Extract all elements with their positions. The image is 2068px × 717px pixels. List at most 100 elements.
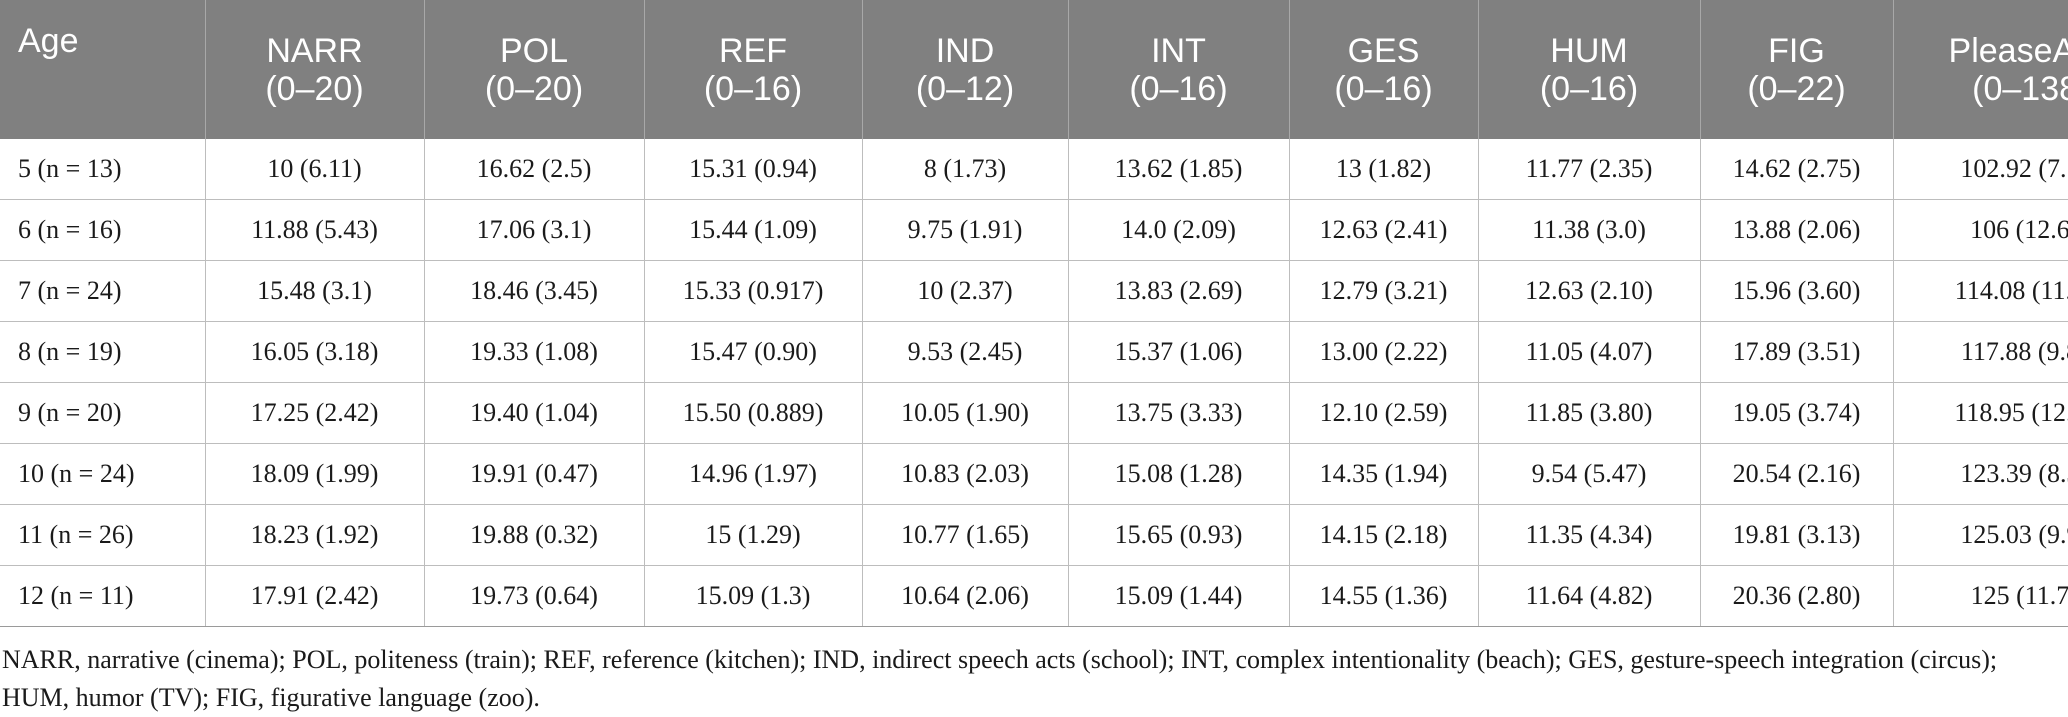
column-header-label: HUM xyxy=(1479,32,1700,70)
column-header-narr: NARR(0–20) xyxy=(205,0,424,139)
table-cell-int: 15.37 (1.06) xyxy=(1068,322,1289,383)
column-header-fig: FIG(0–22) xyxy=(1700,0,1893,139)
table-cell-ref: 15.33 (0.917) xyxy=(644,261,862,322)
table-cell-fig: 13.88 (2.06) xyxy=(1700,200,1893,261)
table-cell-ges: 14.35 (1.94) xyxy=(1289,444,1478,505)
column-header-range: (0–20) xyxy=(425,70,644,108)
table-cell-ges: 14.15 (2.18) xyxy=(1289,505,1478,566)
column-header-label: INT xyxy=(1069,32,1289,70)
table-cell-pol: 16.62 (2.5) xyxy=(424,139,644,200)
column-header-range: (0–16) xyxy=(645,70,862,108)
table-cell-age: 9 (n = 20) xyxy=(0,383,205,444)
table-cell-pleaseapp: 106 (12.61) xyxy=(1893,200,2068,261)
table-cell-fig: 15.96 (3.60) xyxy=(1700,261,1893,322)
column-header-range: (0–138) xyxy=(1894,70,2068,108)
table-cell-fig: 19.05 (3.74) xyxy=(1700,383,1893,444)
table-cell-ref: 14.96 (1.97) xyxy=(644,444,862,505)
table-cell-age: 6 (n = 16) xyxy=(0,200,205,261)
column-header-label: Age xyxy=(18,22,205,60)
table-row: 10 (n = 24)18.09 (1.99)19.91 (0.47)14.96… xyxy=(0,444,2068,505)
table-cell-narr: 17.25 (2.42) xyxy=(205,383,424,444)
column-header-pol: POL(0–20) xyxy=(424,0,644,139)
table-cell-ind: 10.64 (2.06) xyxy=(862,566,1068,627)
table-cell-pol: 18.46 (3.45) xyxy=(424,261,644,322)
column-header-range: (0–16) xyxy=(1069,70,1289,108)
table-cell-pol: 19.73 (0.64) xyxy=(424,566,644,627)
column-header-pleaseapp: PleaseApp(0–138) xyxy=(1893,0,2068,139)
table-cell-narr: 18.23 (1.92) xyxy=(205,505,424,566)
table-cell-pleaseapp: 125 (11.77) xyxy=(1893,566,2068,627)
table-cell-ind: 10.83 (2.03) xyxy=(862,444,1068,505)
table-row: 9 (n = 20)17.25 (2.42)19.40 (1.04)15.50 … xyxy=(0,383,2068,444)
table-cell-ges: 13 (1.82) xyxy=(1289,139,1478,200)
table-cell-age: 8 (n = 19) xyxy=(0,322,205,383)
column-header-range: (0–12) xyxy=(863,70,1068,108)
table-cell-hum: 12.63 (2.10) xyxy=(1478,261,1700,322)
table-cell-narr: 17.91 (2.42) xyxy=(205,566,424,627)
table-cell-pleaseapp: 102.92 (7.72) xyxy=(1893,139,2068,200)
table-cell-ges: 12.10 (2.59) xyxy=(1289,383,1478,444)
table-cell-fig: 19.81 (3.13) xyxy=(1700,505,1893,566)
table-row: 7 (n = 24)15.48 (3.1)18.46 (3.45)15.33 (… xyxy=(0,261,2068,322)
table-cell-narr: 18.09 (1.99) xyxy=(205,444,424,505)
table-cell-pleaseapp: 123.39 (8.33) xyxy=(1893,444,2068,505)
table-cell-ref: 15.44 (1.09) xyxy=(644,200,862,261)
table-cell-fig: 20.36 (2.80) xyxy=(1700,566,1893,627)
table-cell-hum: 11.64 (4.82) xyxy=(1478,566,1700,627)
table-cell-ind: 10.05 (1.90) xyxy=(862,383,1068,444)
column-header-label: REF xyxy=(645,32,862,70)
table-cell-int: 15.08 (1.28) xyxy=(1068,444,1289,505)
table-cell-ref: 15.47 (0.90) xyxy=(644,322,862,383)
table-cell-hum: 11.05 (4.07) xyxy=(1478,322,1700,383)
table-cell-pol: 19.88 (0.32) xyxy=(424,505,644,566)
table-cell-fig: 17.89 (3.51) xyxy=(1700,322,1893,383)
table-cell-int: 14.0 (2.09) xyxy=(1068,200,1289,261)
column-header-ref: REF(0–16) xyxy=(644,0,862,139)
table-cell-narr: 15.48 (3.1) xyxy=(205,261,424,322)
table-cell-pleaseapp: 118.95 (12.31) xyxy=(1893,383,2068,444)
column-header-int: INT(0–16) xyxy=(1068,0,1289,139)
table-cell-hum: 11.35 (4.34) xyxy=(1478,505,1700,566)
table-cell-ref: 15.31 (0.94) xyxy=(644,139,862,200)
table-cell-ref: 15.50 (0.889) xyxy=(644,383,862,444)
table-body: 5 (n = 13)10 (6.11)16.62 (2.5)15.31 (0.9… xyxy=(0,139,2068,627)
table-cell-hum: 11.77 (2.35) xyxy=(1478,139,1700,200)
column-header-label: FIG xyxy=(1701,32,1893,70)
table-cell-ind: 9.75 (1.91) xyxy=(862,200,1068,261)
table-cell-narr: 16.05 (3.18) xyxy=(205,322,424,383)
table-cell-int: 13.75 (3.33) xyxy=(1068,383,1289,444)
table-cell-int: 15.09 (1.44) xyxy=(1068,566,1289,627)
column-header-label: NARR xyxy=(206,32,424,70)
table-cell-narr: 11.88 (5.43) xyxy=(205,200,424,261)
column-header-ind: IND(0–12) xyxy=(862,0,1068,139)
table-cell-pleaseapp: 117.88 (9.86) xyxy=(1893,322,2068,383)
table-row: 8 (n = 19)16.05 (3.18)19.33 (1.08)15.47 … xyxy=(0,322,2068,383)
column-header-ges: GES(0–16) xyxy=(1289,0,1478,139)
table-cell-ind: 10.77 (1.65) xyxy=(862,505,1068,566)
column-header-label: PleaseApp xyxy=(1894,32,2068,70)
column-header-range: (0–22) xyxy=(1701,70,1893,108)
table-row: 5 (n = 13)10 (6.11)16.62 (2.5)15.31 (0.9… xyxy=(0,139,2068,200)
table-row: 11 (n = 26)18.23 (1.92)19.88 (0.32)15 (1… xyxy=(0,505,2068,566)
table-cell-pleaseapp: 125.03 (9.92) xyxy=(1893,505,2068,566)
column-header-range: (0–20) xyxy=(206,70,424,108)
table-cell-narr: 10 (6.11) xyxy=(205,139,424,200)
table-cell-age: 5 (n = 13) xyxy=(0,139,205,200)
table-cell-hum: 9.54 (5.47) xyxy=(1478,444,1700,505)
table-cell-int: 13.62 (1.85) xyxy=(1068,139,1289,200)
table-cell-ind: 8 (1.73) xyxy=(862,139,1068,200)
column-header-label: POL xyxy=(425,32,644,70)
table-cell-pleaseapp: 114.08 (11.15) xyxy=(1893,261,2068,322)
table-cell-age: 12 (n = 11) xyxy=(0,566,205,627)
table-cell-ref: 15.09 (1.3) xyxy=(644,566,862,627)
table-cell-pol: 17.06 (3.1) xyxy=(424,200,644,261)
table-cell-age: 11 (n = 26) xyxy=(0,505,205,566)
column-header-label: GES xyxy=(1290,32,1478,70)
table-footnote: NARR, narrative (cinema); POL, politenes… xyxy=(2,641,2062,717)
table-cell-ind: 10 (2.37) xyxy=(862,261,1068,322)
column-header-range: (0–16) xyxy=(1479,70,1700,108)
table-cell-ges: 14.55 (1.36) xyxy=(1289,566,1478,627)
